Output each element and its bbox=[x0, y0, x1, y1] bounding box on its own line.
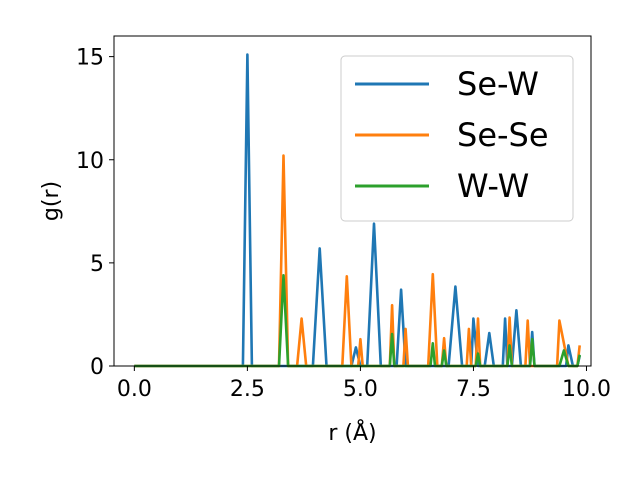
x-tick-label: 2.5 bbox=[230, 377, 265, 402]
plot-frame bbox=[113, 35, 592, 367]
y-axis-label: g(r) bbox=[39, 181, 64, 221]
y-tick-label: 5 bbox=[90, 252, 104, 277]
x-tick-label: 7.5 bbox=[456, 377, 491, 402]
legend-box bbox=[340, 55, 574, 222]
x-tick-label: 5.0 bbox=[343, 377, 378, 402]
y-axis-ticks: 0 5 10 15 bbox=[76, 46, 114, 380]
legend-label: Se-W bbox=[457, 65, 539, 103]
y-tick-label: 15 bbox=[76, 46, 104, 71]
x-axis-label: r (Å) bbox=[328, 419, 376, 446]
legend-label: Se-Se bbox=[457, 116, 549, 154]
y-tick-label: 10 bbox=[76, 149, 104, 174]
x-tick-label: 0.0 bbox=[117, 377, 152, 402]
x-axis-ticks: 0.0 2.5 5.0 7.5 10.0 bbox=[117, 366, 611, 402]
legend-label: W-W bbox=[457, 167, 529, 205]
x-tick-label: 10.0 bbox=[562, 377, 611, 402]
y-tick-label: 0 bbox=[90, 355, 104, 380]
legend: Se-W Se-Se W-W bbox=[340, 55, 574, 222]
